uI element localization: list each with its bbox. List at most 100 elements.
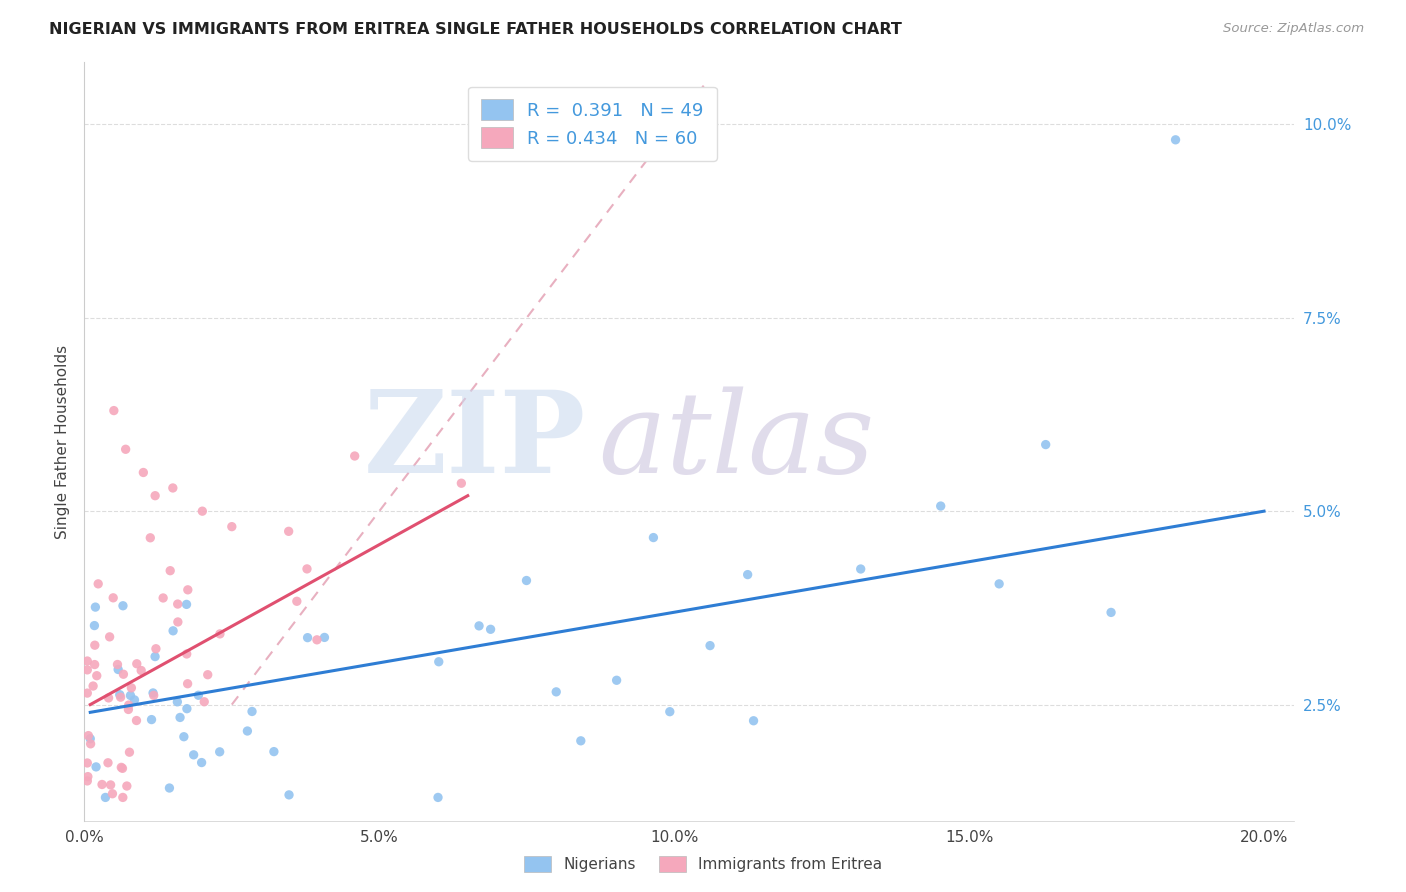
Point (129, 664, 152, 678)
Point (343, 449, 366, 463)
Point (427, 655, 450, 669)
Point (77, 729, 100, 743)
Point (76, 654, 98, 668)
Point (176, 701, 198, 715)
Point (84, 600, 107, 615)
Point (929, 499, 952, 513)
Point (143, 649, 166, 664)
Point (98, 630, 121, 644)
Point (132, 466, 155, 480)
Text: NIGERIAN VS IMMIGRANTS FROM ERITREA SINGLE FATHER HOUSEHOLDS CORRELATION CHART: NIGERIAN VS IMMIGRANTS FROM ERITREA SING… (49, 22, 903, 37)
Point (988, 577, 1011, 591)
Point (1164, 133, 1187, 147)
Point (190, 756, 212, 770)
Point (86, 669, 108, 683)
Point (117, 702, 139, 716)
Point (76, 773, 98, 788)
Point (177, 582, 200, 597)
Point (94, 790, 117, 805)
Text: atlas: atlas (599, 386, 875, 497)
Point (139, 531, 162, 545)
Point (76, 663, 98, 677)
Point (208, 745, 231, 759)
Point (118, 745, 141, 759)
Point (295, 562, 318, 576)
Point (110, 690, 132, 705)
Point (166, 615, 188, 629)
Point (83, 657, 105, 672)
Point (118, 698, 141, 712)
Point (125, 714, 148, 728)
Point (176, 677, 198, 691)
Point (285, 594, 308, 608)
Point (1035, 437, 1057, 451)
Point (187, 688, 209, 702)
Point (643, 531, 665, 545)
Point (107, 657, 129, 672)
Point (176, 598, 198, 612)
Point (79, 737, 101, 751)
Point (124, 693, 146, 707)
Point (100, 778, 122, 792)
Point (97, 756, 120, 770)
Point (79, 731, 101, 746)
Point (120, 689, 142, 703)
Point (221, 519, 243, 533)
Point (162, 481, 184, 495)
Point (83, 618, 105, 632)
Point (479, 622, 502, 636)
Point (737, 567, 759, 582)
Legend: Nigerians, Immigrants from Eritrea: Nigerians, Immigrants from Eritrea (516, 848, 890, 880)
Point (162, 624, 184, 638)
Point (114, 442, 136, 457)
Point (97, 690, 120, 705)
Point (115, 779, 138, 793)
Point (191, 504, 214, 518)
Point (240, 705, 263, 719)
Point (169, 710, 191, 724)
Point (1099, 606, 1122, 620)
Point (76, 686, 98, 700)
Point (101, 787, 124, 801)
Point (197, 667, 219, 681)
Y-axis label: Single Father Households: Single Father Households (55, 344, 70, 539)
Point (658, 705, 681, 719)
Point (427, 790, 450, 805)
Point (183, 747, 205, 762)
Point (159, 780, 181, 795)
Point (145, 641, 167, 656)
Point (91, 777, 114, 791)
Point (82, 679, 104, 693)
Point (107, 663, 129, 677)
Point (76, 770, 98, 784)
Point (103, 591, 125, 605)
Point (173, 730, 195, 744)
Point (277, 524, 299, 539)
Point (546, 685, 568, 699)
Point (108, 688, 131, 702)
Text: ZIP: ZIP (364, 386, 586, 497)
Point (278, 788, 301, 802)
Point (236, 724, 259, 739)
Point (111, 790, 134, 805)
Point (297, 631, 319, 645)
Point (141, 713, 163, 727)
Point (849, 562, 872, 576)
Point (450, 476, 472, 491)
Point (125, 657, 148, 671)
Point (143, 489, 166, 503)
Point (314, 631, 336, 645)
Point (166, 695, 188, 709)
Point (142, 689, 165, 703)
Text: Source: ZipAtlas.com: Source: ZipAtlas.com (1223, 22, 1364, 36)
Point (111, 761, 134, 775)
Point (166, 597, 188, 611)
Point (263, 745, 285, 759)
Point (84, 760, 107, 774)
Point (176, 647, 198, 661)
Point (83, 638, 105, 652)
Point (103, 403, 125, 417)
Point (305, 632, 328, 647)
Point (111, 599, 134, 613)
Point (120, 681, 142, 695)
